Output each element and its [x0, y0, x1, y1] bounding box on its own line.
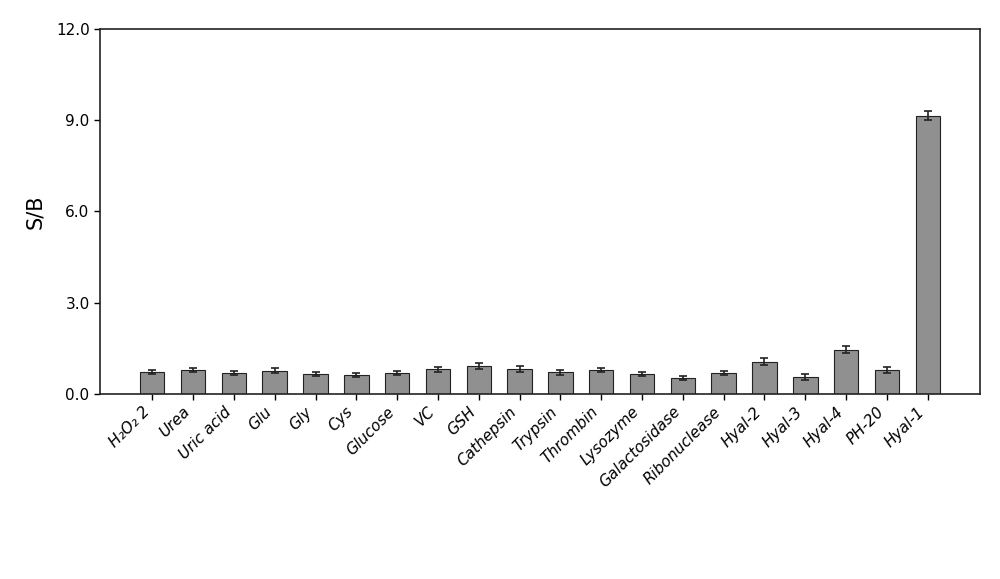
Bar: [467, 367, 491, 394]
Bar: [222, 373, 246, 394]
Bar: [140, 372, 164, 394]
Bar: [630, 374, 654, 394]
Bar: [181, 370, 205, 394]
Bar: [344, 375, 369, 394]
Bar: [426, 369, 450, 394]
Bar: [671, 378, 695, 394]
Bar: [385, 373, 409, 394]
Bar: [834, 350, 858, 394]
Bar: [875, 370, 899, 394]
Y-axis label: S/B: S/B: [25, 194, 45, 229]
Bar: [793, 377, 818, 394]
Bar: [303, 374, 328, 394]
Bar: [916, 116, 940, 394]
Bar: [262, 371, 287, 394]
Bar: [589, 370, 613, 394]
Bar: [507, 369, 532, 394]
Bar: [548, 372, 573, 394]
Bar: [752, 362, 777, 394]
Bar: [711, 373, 736, 394]
